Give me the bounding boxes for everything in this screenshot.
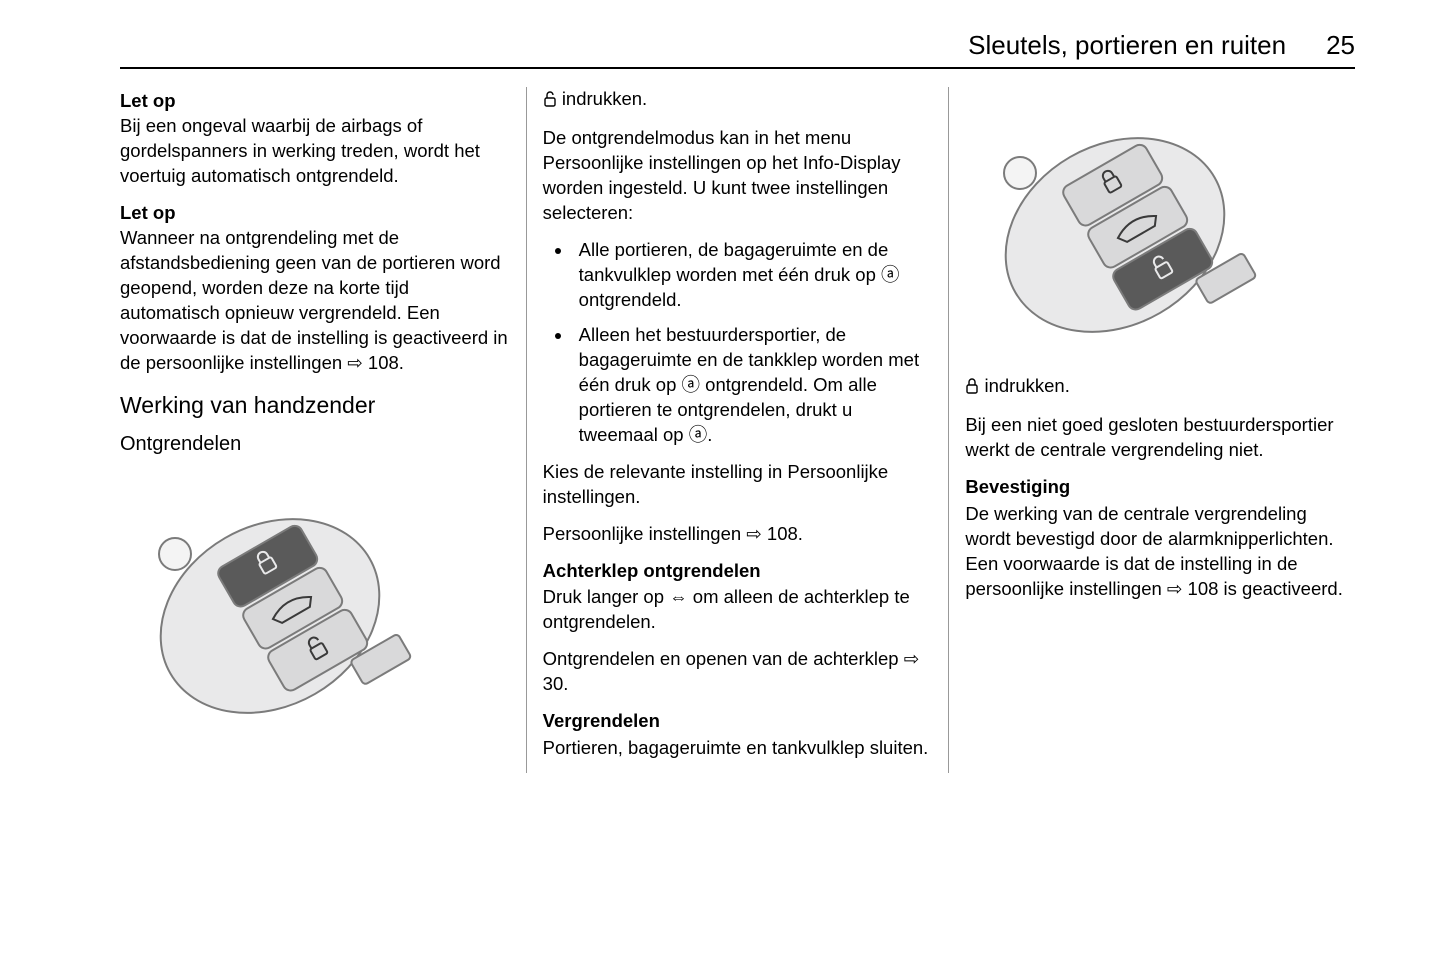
sub-heading: Vergrendelen bbox=[543, 709, 933, 734]
sub-heading: Bevestiging bbox=[965, 475, 1355, 500]
press-text: indrukken. bbox=[984, 375, 1069, 396]
column-2: indrukken. De ontgrendelmodus kan in het… bbox=[527, 87, 950, 773]
chapter-title: Sleutels, portieren en ruiten bbox=[968, 30, 1286, 61]
unlock-icon bbox=[543, 89, 557, 114]
column-1: Let op Bij een ongeval waarbij de airbag… bbox=[120, 87, 527, 773]
press-instruction: indrukken. bbox=[965, 374, 1355, 401]
body-text: Bij een niet goed gesloten bestuurderspo… bbox=[965, 413, 1355, 463]
note-heading: Let op bbox=[120, 201, 510, 226]
note-body: Bij een ongeval waarbij de airbags of go… bbox=[120, 114, 510, 189]
note-heading: Let op bbox=[120, 89, 510, 114]
press-text: indrukken. bbox=[562, 88, 647, 109]
body-text: De ontgrendelmodus kan in het menu Perso… bbox=[543, 126, 933, 226]
page-header: Sleutels, portieren en ruiten 25 bbox=[120, 30, 1355, 69]
sub-heading: Achterklep ontgrendelen bbox=[543, 559, 933, 584]
press-instruction: indrukken. bbox=[543, 87, 933, 114]
content-columns: Let op Bij een ongeval waarbij de airbag… bbox=[120, 87, 1355, 773]
cross-reference: Ontgrendelen en openen van de achterklep… bbox=[543, 647, 933, 697]
note-body: Wanneer na ontgrendeling met de afstands… bbox=[120, 226, 510, 376]
lock-icon bbox=[965, 376, 979, 401]
body-text: Kies de relevante instelling in Persoonl… bbox=[543, 460, 933, 510]
sub-heading: Ontgrendelen bbox=[120, 431, 510, 458]
list-item: Alle portieren, de bagageruimte en de ta… bbox=[573, 238, 933, 313]
body-text: Portieren, bagageruimte en tankvulklep s… bbox=[543, 736, 933, 761]
key-fob-illustration-unlock bbox=[120, 476, 450, 736]
section-heading: Werking van handzender bbox=[120, 390, 510, 421]
list-item: Alleen het bestuurdersportier, de bagage… bbox=[573, 323, 933, 448]
page-number: 25 bbox=[1326, 30, 1355, 61]
key-fob-illustration-lock bbox=[965, 95, 1295, 355]
body-text: De werking van de centrale vergrendeling… bbox=[965, 502, 1355, 602]
cross-reference: Persoonlijke instellingen ⇨ 108. bbox=[543, 522, 933, 547]
column-3: indrukken. Bij een niet goed gesloten be… bbox=[949, 87, 1355, 773]
bullet-list: Alle portieren, de bagageruimte en de ta… bbox=[543, 238, 933, 448]
body-text: Druk langer op ⇔ om alleen de achterklep… bbox=[543, 585, 933, 635]
